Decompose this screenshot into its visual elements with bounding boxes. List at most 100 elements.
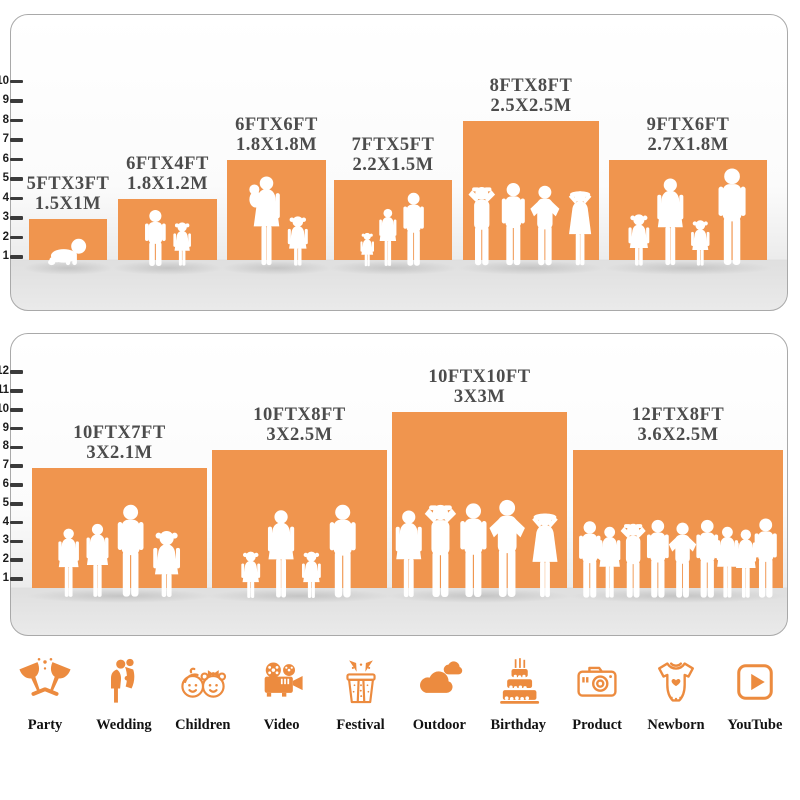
people-silhouettes [360,192,424,266]
figure-man [501,183,525,266]
backdrop-rect [118,199,217,260]
people-silhouettes [145,209,191,266]
ruler-number: 9 [2,421,9,434]
figure-woman [716,526,739,598]
figure-man [579,520,601,598]
figure-boy [145,209,166,266]
category-label: Birthday [490,717,547,733]
backdrop-size-ft: 8FTX8FT [489,76,573,96]
figure-man [403,192,424,266]
figure-shadow [23,261,113,275]
backdrop-size-m: 3X3M [453,387,506,407]
figure-woman [267,509,295,598]
ruler-number: 3 [2,211,9,223]
people-silhouettes [48,238,87,265]
figure-man [754,518,777,598]
figure-girl [287,216,308,266]
figure-girl [241,551,261,598]
ruler-tick [10,502,23,506]
backdrop-size-ft: 12FTX8FT [631,404,725,425]
category-video: Video [253,656,311,734]
backdrop-size-m: 3X2.1M [86,443,153,464]
category-wedding: Wedding [95,656,153,734]
youtube-icon [729,656,781,708]
figure-girl [360,232,374,266]
category-label: Wedding [96,717,152,733]
people-silhouettes [628,168,746,266]
backdrop-size-ft: 10FTX8FT [253,404,346,425]
backdrop-size-ft: 10FTX10FT [428,367,531,387]
figure-woman-baby [249,176,280,266]
figure-woman [599,526,621,598]
people-silhouettes [241,504,356,598]
ruler-tick [10,216,23,220]
ruler-number: 5 [2,172,9,184]
figure-girl [691,220,710,266]
ruler-number: 2 [2,553,9,566]
people-silhouettes [249,176,308,266]
figure-shadow [603,261,773,275]
figure-man [329,504,356,598]
ruler-number: 9 [2,94,9,106]
category-youtube: YouTube [726,656,784,734]
ruler-tick [10,539,23,544]
backdrop-size-label: 6FTX4FT 1.8X1.2M [68,154,268,194]
ruler-number: 10 [0,74,9,87]
ruler-tick [10,520,23,525]
ruler-tick [10,79,23,84]
ruler-tick [10,157,23,162]
backdrop-size-m: 2.7X1.8M [647,135,729,155]
figure-girl [628,214,650,266]
backdrop-size-label: 10FTX7FT 3X2.1M [20,423,220,463]
backdrop-size-ft: 10FTX7FT [73,423,166,444]
backdrop-size-m: 3X2.5M [266,424,333,445]
ruler-tick [10,370,23,374]
category-party: Party [16,656,74,734]
figure-shadow [112,261,223,275]
video-icon [256,656,308,708]
backdrop-size-label: 5FTX3FT 1.5X1M [0,174,168,214]
figure-woman [379,208,397,266]
ruler-number: 10 [0,402,9,415]
backdrop-size-label: 7FTX5FT 2.2X1.5M [293,135,493,175]
figure-woman [395,510,422,598]
children-icon [177,656,229,708]
backdrop-size-label: 6FTX6FT 1.8X1.8M [177,115,377,155]
figure-girl [173,222,191,266]
figure-woman [657,178,684,266]
backdrop-size-label: 12FTX8FT 3.6X2.5M [578,405,778,445]
ruler-number: 6 [2,152,9,165]
ruler-number: 8 [2,113,9,126]
backdrop-rect [334,179,452,260]
ruler-number: 11 [0,384,9,396]
category-label: Newborn [647,717,705,733]
ruler-tick [10,464,23,468]
newborn-icon [650,656,702,708]
category-label: Children [175,717,231,733]
ruler-tick [10,558,23,562]
ruler-tick [10,235,23,240]
ruler-number: 8 [2,440,9,453]
festival-icon [335,656,387,708]
figure-baby [48,238,87,265]
backdrop-size-m: 2.2X1.5M [352,154,434,175]
figure-man [696,519,719,598]
outdoor-icon [413,656,465,708]
party-icon [19,656,71,708]
ruler-number: 5 [2,496,9,509]
ruler-tick [10,426,23,431]
people-silhouettes [468,183,592,266]
ruler-tick [10,177,23,181]
backdrop-rect [212,449,387,588]
ruler-number: 1 [2,572,9,584]
figure-woman [58,528,79,598]
figure-man [460,503,487,598]
ruler-tick [10,138,23,142]
figure-shadow [221,261,332,275]
figure-man-armsup [468,186,496,266]
backdrop-size-label: 10FTX10FT 3X3M [380,367,580,407]
figure-man [718,168,746,266]
figure-shadow [457,261,605,275]
